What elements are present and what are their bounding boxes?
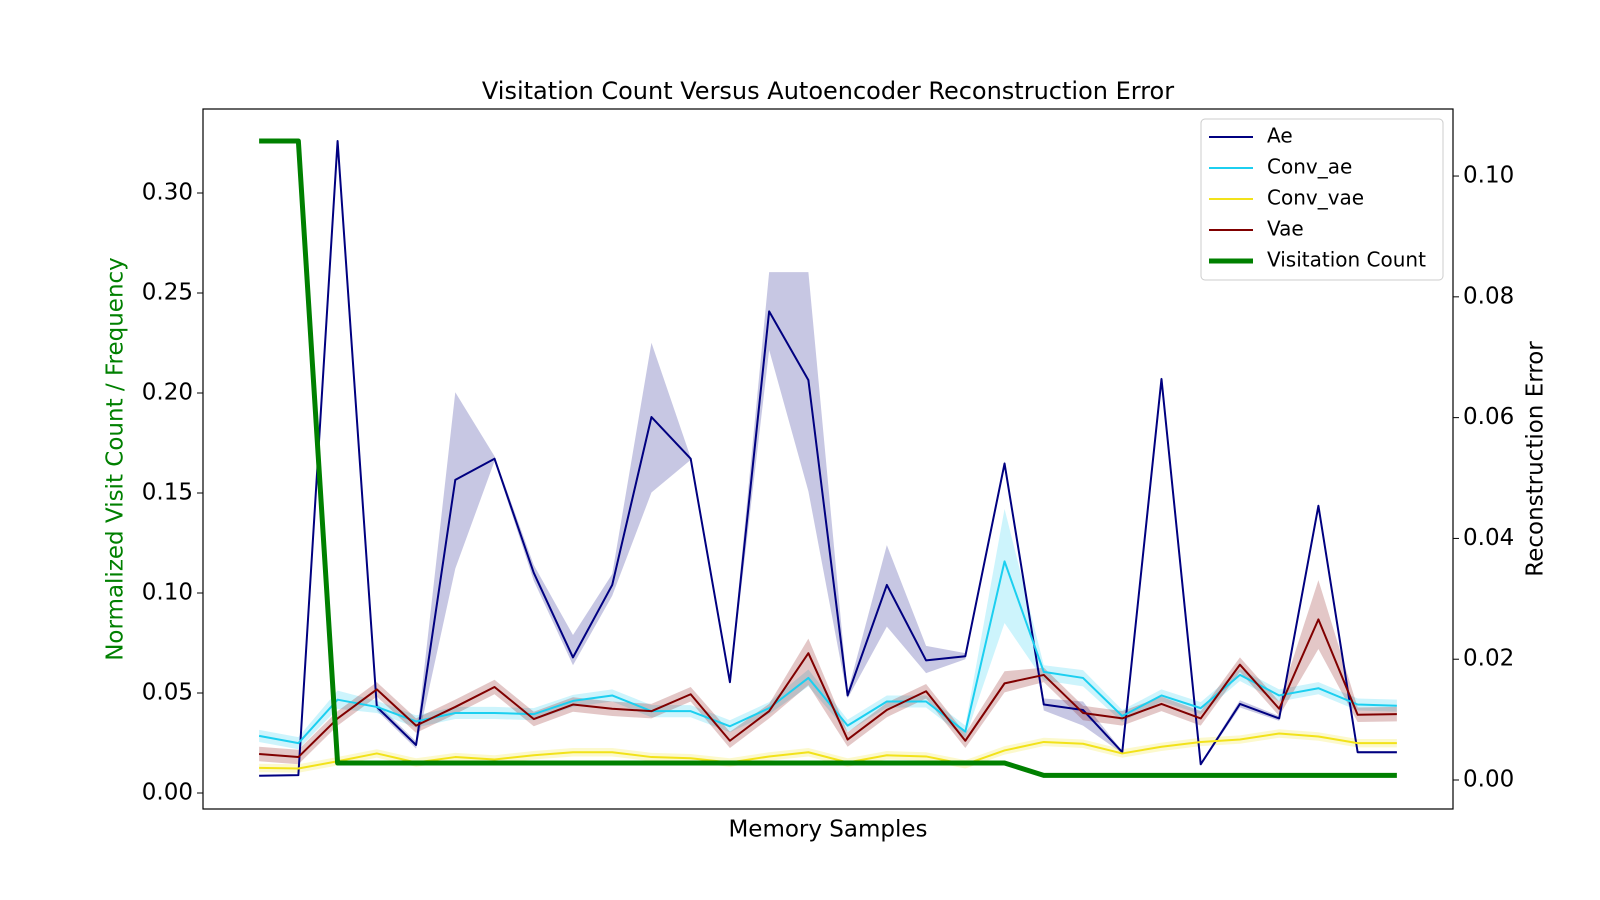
y2-tick-label: 0.02 [1463, 646, 1514, 672]
y-tick-label: 0.25 [142, 280, 193, 306]
confidence-band [259, 580, 1397, 765]
chart-title: Visitation Count Versus Autoencoder Reco… [482, 77, 1174, 105]
series-line [259, 732, 1397, 770]
legend-label: Conv_ae [1267, 155, 1352, 179]
series-line [258, 560, 1397, 745]
y-tick-label: 0.30 [142, 180, 193, 206]
series-line [259, 618, 1397, 759]
y2-tick-label: 0.10 [1463, 163, 1514, 189]
y2-tick-label: 0.06 [1463, 404, 1514, 430]
series-line [259, 140, 1397, 777]
y2-tick-label: 0.04 [1463, 525, 1514, 551]
y-tick-label: 0.00 [142, 780, 193, 806]
x-axis-label: Memory Samples [728, 817, 927, 843]
y2-tick-label: 0.00 [1463, 767, 1514, 793]
legend-label: Conv_vae [1267, 186, 1364, 210]
y-tick-label: 0.05 [142, 680, 193, 706]
confidence-band [259, 729, 1397, 773]
y-tick-label: 0.15 [142, 480, 193, 506]
legend-label: Vae [1267, 217, 1304, 241]
legend-label: Visitation Count [1267, 248, 1426, 272]
y-tick-label: 0.20 [142, 380, 193, 406]
y2-axis-label: Reconstruction Error [1523, 341, 1549, 577]
y2-tick-label: 0.08 [1463, 283, 1514, 309]
legend-label: Ae [1267, 124, 1293, 148]
y-tick-label: 0.10 [142, 580, 193, 606]
legend-box [1200, 118, 1444, 281]
series-line [259, 138, 1397, 778]
plot-frame [202, 108, 1454, 810]
y-axis-label: Normalized Visit Count / Frequency [103, 257, 129, 661]
